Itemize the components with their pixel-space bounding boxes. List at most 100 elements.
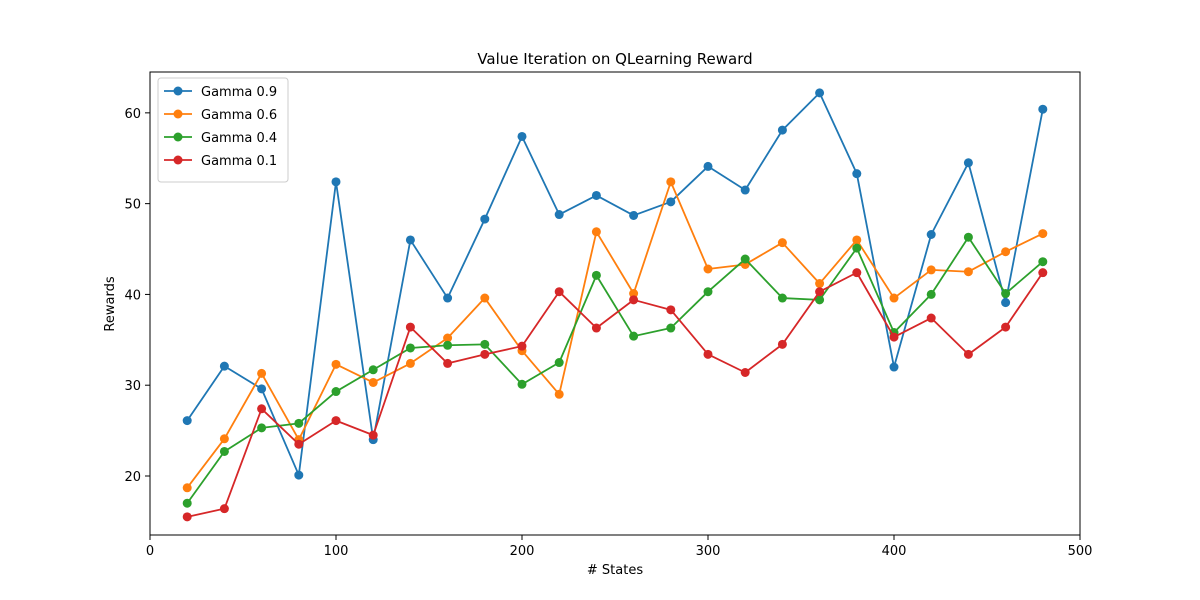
legend-item: Gamma 0.4 [164, 131, 277, 146]
data-point [629, 210, 639, 220]
legend-item: Gamma 0.6 [164, 108, 277, 123]
data-point [443, 333, 453, 343]
data-point [219, 446, 229, 456]
data-point [1001, 322, 1011, 332]
data-point [443, 340, 453, 350]
data-point [1038, 257, 1048, 267]
data-point [815, 88, 825, 98]
data-point [591, 270, 601, 280]
data-point [703, 349, 713, 359]
legend-item: Gamma 0.9 [164, 85, 277, 100]
data-point [294, 439, 304, 449]
data-point [777, 125, 787, 135]
x-tick-label: 400 [882, 544, 907, 559]
data-point [257, 384, 267, 394]
data-point [666, 305, 676, 315]
y-tick-label: 60 [124, 107, 141, 122]
data-point [405, 358, 415, 368]
data-point [182, 483, 192, 493]
data-point [443, 293, 453, 303]
data-point [294, 418, 304, 428]
y-tick-label: 20 [124, 470, 141, 485]
data-point [480, 293, 490, 303]
data-point [852, 243, 862, 253]
data-point [629, 331, 639, 341]
data-point [815, 279, 825, 289]
data-point [629, 289, 639, 299]
data-point [852, 268, 862, 278]
data-point [963, 349, 973, 359]
data-point [331, 387, 341, 397]
data-point [815, 287, 825, 297]
data-point [815, 295, 825, 305]
data-point [703, 264, 713, 274]
x-axis: 0 100 200 300 400 500 [146, 535, 1093, 559]
data-point [182, 512, 192, 522]
data-point [777, 339, 787, 349]
data-point [294, 470, 304, 480]
series-line [186, 180, 1044, 489]
data-point [480, 349, 490, 359]
data-point [1038, 104, 1048, 114]
data-point [666, 177, 676, 187]
data-point [405, 235, 415, 245]
data-point [405, 322, 415, 332]
legend-item: Gamma 0.1 [164, 154, 277, 169]
data-point [257, 404, 267, 414]
data-point [219, 504, 229, 514]
data-point [443, 358, 453, 368]
data-point [257, 423, 267, 433]
data-point [852, 169, 862, 179]
x-axis-label: # States [587, 563, 643, 578]
legend-label: Gamma 0.6 [201, 108, 277, 123]
legend-label: Gamma 0.9 [201, 85, 277, 100]
x-tick-label: 300 [696, 544, 721, 559]
data-point [963, 232, 973, 242]
plot-frame [149, 71, 1081, 536]
legend-marker [173, 132, 183, 142]
data-point [666, 197, 676, 207]
data-point [740, 367, 750, 377]
y-axis: 20 30 40 50 60 [124, 107, 150, 485]
data-point [517, 341, 527, 351]
data-point [1001, 289, 1011, 299]
chart-title: Value Iteration on QLearning Reward [477, 50, 752, 68]
legend-marker [173, 109, 183, 119]
data-point [777, 293, 787, 303]
series-line [186, 236, 1044, 504]
series-line [186, 91, 1044, 476]
data-point [926, 230, 936, 240]
legend-box [157, 77, 289, 183]
data-point [554, 210, 564, 220]
data-point [331, 177, 341, 187]
data-point [331, 359, 341, 369]
series-line [187, 271, 1044, 518]
data-point [480, 339, 490, 349]
y-axis-label: Rewards [103, 276, 118, 331]
data-point [182, 498, 192, 508]
x-tick-label: 500 [1068, 544, 1093, 559]
data-point [1001, 298, 1011, 308]
data-point [554, 287, 564, 297]
data-point [926, 265, 936, 275]
legend-label: Gamma 0.4 [201, 131, 277, 146]
data-point [926, 289, 936, 299]
data-point [554, 389, 564, 399]
x-tick-label: 100 [324, 544, 349, 559]
data-point [219, 434, 229, 444]
data-point [889, 293, 899, 303]
series-1 [182, 88, 1048, 480]
data-point [963, 267, 973, 277]
legend-marker [173, 86, 183, 96]
data-point [368, 365, 378, 375]
data-point [926, 313, 936, 323]
data-point [591, 190, 601, 200]
legend-label: Gamma 0.1 [201, 154, 277, 169]
data-point [591, 323, 601, 333]
data-point [517, 379, 527, 389]
x-tick-label: 200 [510, 544, 535, 559]
data-point [740, 185, 750, 195]
data-point [405, 343, 415, 353]
y-tick-label: 40 [124, 288, 141, 303]
y-tick-label: 30 [124, 379, 141, 394]
